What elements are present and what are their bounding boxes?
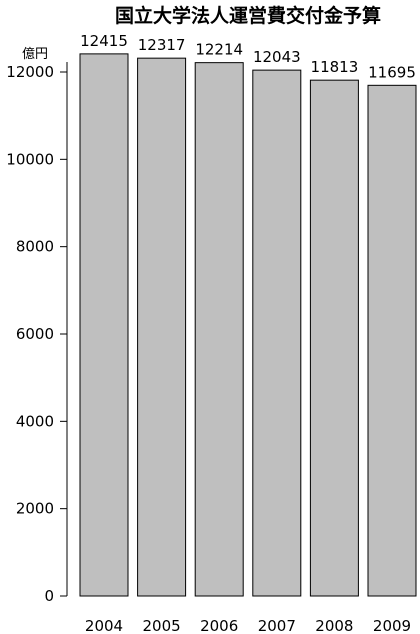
x-tick-label: 2005 bbox=[143, 617, 181, 634]
bars bbox=[79, 53, 417, 597]
value-label: 12214 bbox=[195, 41, 243, 59]
value-label: 12317 bbox=[138, 36, 186, 54]
y-axis-ticks: 0 2000 4000 6000 8000 10000 12000 bbox=[6, 63, 67, 605]
bar-2006 bbox=[194, 62, 244, 597]
value-label: 11695 bbox=[368, 63, 416, 81]
x-tick-label: 2009 bbox=[373, 617, 411, 634]
x-tick-label: 2007 bbox=[258, 617, 296, 634]
x-tick-label: 2004 bbox=[85, 617, 123, 634]
x-tick-label: 2008 bbox=[315, 617, 353, 634]
value-label: 12415 bbox=[80, 32, 128, 50]
y-tick-label: 0 bbox=[44, 587, 54, 605]
value-label: 12043 bbox=[253, 48, 301, 66]
bar-2007 bbox=[252, 69, 302, 597]
value-labels: 12415 12317 12214 12043 11813 11695 bbox=[80, 32, 416, 81]
bar-2005 bbox=[137, 57, 187, 597]
y-tick-label: 2000 bbox=[16, 500, 54, 518]
y-tick-label: 8000 bbox=[16, 238, 54, 256]
x-axis-labels: 2004 2005 2006 2007 2008 2009 bbox=[85, 617, 411, 634]
y-tick-label: 10000 bbox=[6, 150, 54, 168]
x-tick-label: 2006 bbox=[200, 617, 238, 634]
y-axis-unit-label: 億円 bbox=[22, 46, 48, 62]
y-tick-label: 12000 bbox=[6, 63, 54, 81]
y-tick-label: 6000 bbox=[16, 325, 54, 343]
chart-title: 国立大学法人運営費交付金予算 bbox=[115, 4, 381, 27]
y-tick-label: 4000 bbox=[16, 412, 54, 430]
value-label: 11813 bbox=[311, 58, 359, 76]
bar-2008 bbox=[309, 79, 359, 597]
bar-2009 bbox=[367, 84, 417, 597]
bar-2004 bbox=[79, 53, 129, 597]
